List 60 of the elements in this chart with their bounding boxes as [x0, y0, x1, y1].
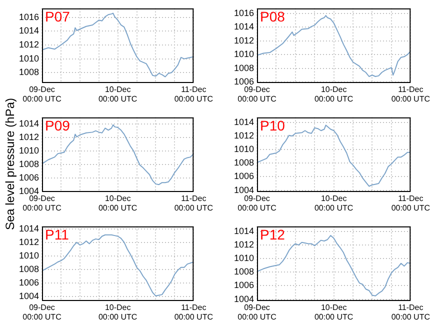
x-tick-label: 10-Dec 00:00 UTC [98, 303, 138, 322]
y-tick-label: 1014 [18, 223, 39, 234]
y-tick-label: 1006 [234, 171, 254, 182]
y-axis-title: Sea level pressure (hPa) [2, 96, 18, 232]
x-tick-label: 09-Dec 00:00 UTC [22, 194, 62, 213]
y-tick-label: 1010 [234, 253, 254, 264]
y-tick-label: 1010 [18, 145, 39, 156]
y-tick-label: 1004 [234, 294, 254, 304]
y-tick-label: 1012 [234, 240, 254, 250]
x-tick-label: 09-Dec 00:00 UTC [238, 194, 277, 213]
chart-title: P08 [260, 8, 286, 24]
y-tick-label: 1012 [18, 132, 39, 142]
x-tick-label: 11-Dec 00:00 UTC [174, 85, 214, 104]
x-tick-label: 11-Dec 00:00 UTC [391, 194, 430, 213]
y-tick-label: 1014 [18, 26, 39, 36]
y-tick-label: 1006 [18, 172, 39, 182]
y-tick-label: 1008 [18, 264, 39, 274]
y-tick-label: 1004 [18, 186, 39, 196]
y-tick-label: 1010 [18, 53, 39, 64]
chart-title: P12 [260, 226, 286, 242]
y-tick-label: 1008 [18, 158, 39, 169]
y-tick-label: 1016 [18, 12, 39, 22]
y-tick-label: 1008 [234, 266, 254, 277]
y-tick-label: 1014 [234, 226, 254, 236]
y-tick-label: 1016 [234, 8, 254, 18]
x-tick-label: 09-Dec 00:00 UTC [238, 303, 277, 322]
y-tick-label: 1004 [18, 291, 39, 302]
x-tick-label: 10-Dec 00:00 UTC [98, 194, 138, 213]
y-tick-label: 1004 [234, 184, 254, 195]
x-tick-label: 11-Dec 00:00 UTC [174, 194, 214, 213]
x-tick-label: 10-Dec 00:00 UTC [314, 303, 354, 322]
y-tick-label: 1008 [234, 62, 254, 73]
chart-title: P07 [45, 8, 70, 24]
y-tick-label: 1012 [234, 130, 254, 141]
x-tick-label: 09-Dec 00:00 UTC [22, 85, 62, 104]
y-tick-label: 1014 [18, 118, 39, 129]
y-tick-label: 1008 [234, 158, 254, 168]
y-tick-label: 1006 [234, 76, 254, 86]
x-tick-label: 11-Dec 00:00 UTC [391, 85, 430, 104]
y-tick-label: 1010 [234, 49, 254, 60]
chart-title: P10 [260, 117, 286, 134]
x-tick-label: 11-Dec 00:00 UTC [391, 303, 430, 322]
y-tick-label: 1012 [18, 236, 39, 247]
x-tick-label: 10-Dec 00:00 UTC [314, 85, 354, 104]
y-tick-label: 1012 [234, 35, 254, 46]
y-tick-label: 1014 [234, 116, 254, 127]
y-tick-label: 1012 [18, 39, 39, 50]
y-tick-label: 1014 [234, 22, 254, 32]
y-tick-label: 1010 [18, 250, 39, 260]
x-tick-label: 10-Dec 00:00 UTC [314, 194, 354, 213]
y-tick-label: 1006 [234, 280, 254, 290]
x-tick-label: 09-Dec 00:00 UTC [238, 85, 277, 104]
chart-title: P09 [45, 117, 70, 134]
y-tick-label: 1008 [18, 67, 39, 78]
y-tick-label: 1010 [234, 144, 254, 154]
x-tick-label: 09-Dec 00:00 UTC [22, 303, 62, 322]
y-tick-label: 1006 [18, 278, 39, 288]
x-tick-label: 11-Dec 00:00 UTC [174, 303, 214, 322]
x-tick-label: 10-Dec 00:00 UTC [98, 85, 138, 104]
chart-title: P11 [45, 226, 70, 242]
